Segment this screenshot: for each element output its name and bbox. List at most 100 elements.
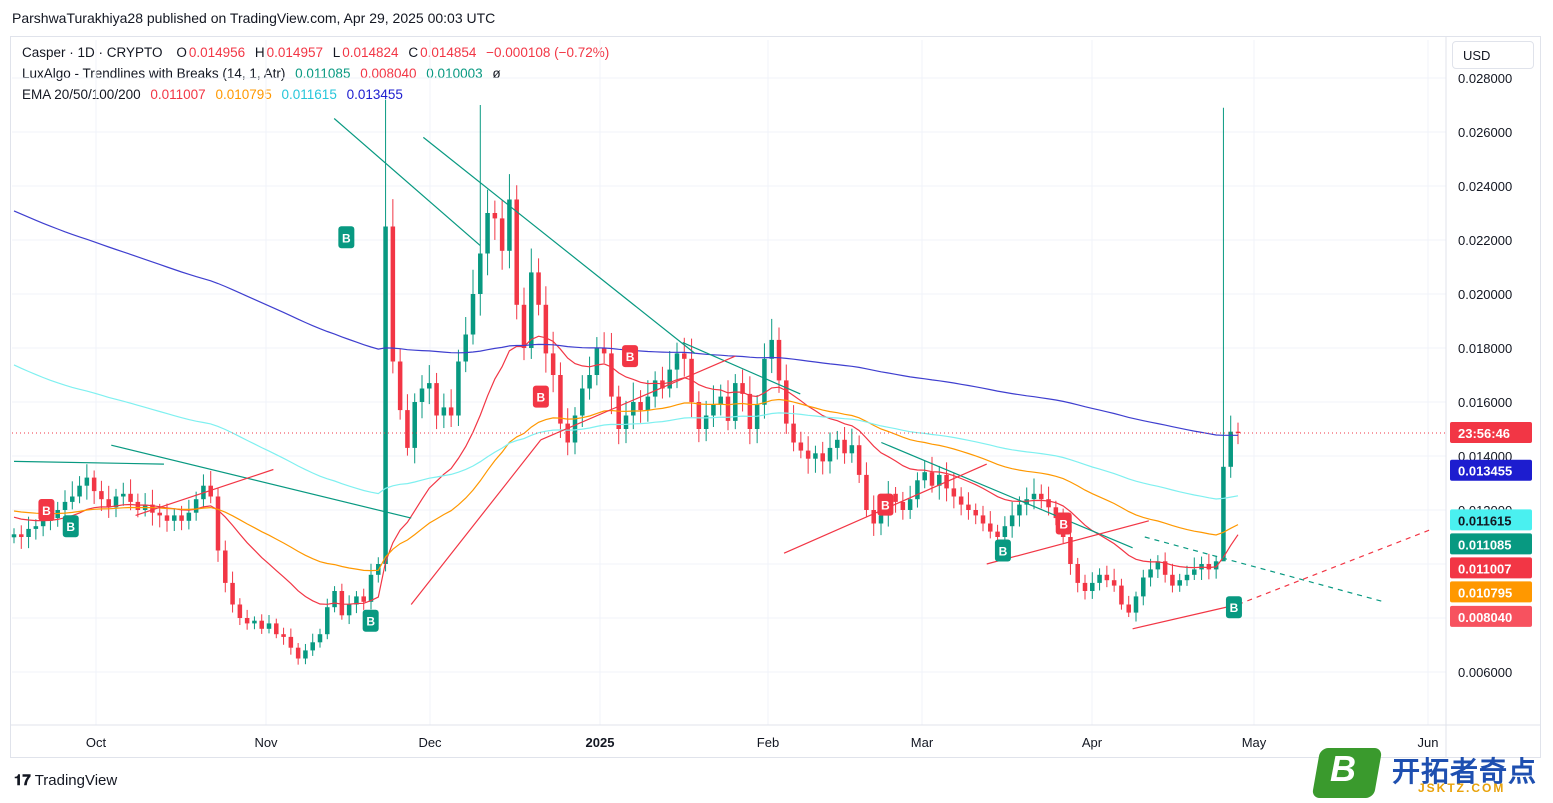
candle-body (157, 512, 162, 516)
tradingview-logo-icon: 𝟏𝟕 (14, 772, 31, 789)
candle-body (84, 477, 90, 486)
candle-body (1133, 596, 1139, 613)
watermark-url: JSKTZ.COM (1418, 781, 1506, 795)
break-marker-label: B (626, 350, 635, 364)
price-label-text: 0.011007 (1458, 561, 1512, 576)
candle-body (565, 423, 570, 443)
candle-body (412, 402, 417, 448)
open-value: 0.014956 (188, 45, 246, 60)
x-tick-label: Mar (911, 735, 934, 750)
candle-body (929, 472, 935, 486)
price-label-text: 0.011615 (1458, 513, 1512, 528)
candle-body (332, 591, 337, 608)
trendline (986, 520, 1149, 565)
candle-body (1148, 569, 1153, 578)
candle-body (580, 388, 585, 416)
candle-body (456, 361, 461, 416)
luxalgo-value-1: 0.011085 (295, 66, 351, 81)
watermark-text: 开拓者奇点 (1392, 755, 1538, 788)
symbol-name[interactable]: Casper · 1D · CRYPTO (22, 45, 163, 60)
candle-body (259, 620, 264, 629)
candle-body (711, 404, 716, 416)
high-value: 0.014957 (266, 45, 323, 60)
candle-body (856, 445, 862, 475)
ema20-line (13, 335, 1239, 605)
currency-button[interactable]: USD (1452, 41, 1534, 69)
break-marker-icon (1225, 596, 1242, 619)
candle-body (536, 272, 541, 305)
candle-body (995, 531, 1000, 537)
candle-body (33, 526, 39, 529)
price-label-badge (1450, 581, 1532, 603)
candle-body (237, 604, 243, 618)
price-label-text: 0.013455 (1458, 464, 1512, 479)
candle-body (1228, 431, 1233, 467)
candle-body (354, 596, 359, 605)
candle-body (1213, 561, 1219, 570)
candle-body (346, 604, 352, 616)
candle-body (609, 353, 614, 397)
candle-body (441, 407, 447, 416)
candle-body (864, 474, 869, 510)
candle-body (587, 375, 592, 389)
candle-body (419, 388, 425, 402)
candle-body (135, 501, 141, 510)
x-tick-label: Apr (1082, 735, 1103, 750)
candle-body (1031, 493, 1037, 500)
candle-body (951, 488, 957, 497)
candle-body (667, 369, 672, 389)
candle-body (91, 477, 97, 492)
candle-body (820, 453, 825, 462)
break-marker-label: B (537, 391, 546, 405)
candle-body (849, 445, 855, 454)
candle-body (762, 358, 767, 405)
candle-body (303, 650, 308, 659)
candle-body (594, 348, 600, 375)
trendline (540, 355, 736, 441)
x-tick-label: Dec (418, 735, 442, 750)
luxalgo-name[interactable]: LuxAlgo - Trendlines with Breaks (14, 1,… (22, 66, 286, 81)
candle-body (1097, 574, 1102, 583)
price-label-badge (1450, 557, 1532, 579)
candle-body (601, 348, 607, 354)
candle-body (274, 623, 279, 635)
candle-body (507, 199, 512, 251)
candle-body (310, 642, 315, 651)
candle-body (740, 383, 745, 394)
break-marker-label: B (1230, 601, 1239, 615)
candle-body (19, 534, 24, 537)
candle-body (973, 510, 978, 516)
candle-body (434, 383, 439, 416)
ema100-value: 0.011615 (281, 87, 337, 102)
candle-body (223, 550, 228, 583)
candle-body (631, 402, 636, 416)
x-tick-label: Nov (254, 735, 278, 750)
tradingview-footer[interactable]: 𝟏𝟕 TradingView (14, 772, 117, 789)
candle-body (900, 501, 906, 510)
candle-body (645, 396, 651, 411)
candle-body (1002, 526, 1008, 537)
candle-body (1082, 582, 1088, 591)
x-tick-label: Feb (757, 735, 779, 750)
ema-name[interactable]: EMA 20/50/100/200 (22, 87, 141, 102)
trendline (410, 439, 542, 605)
candle-body (405, 410, 410, 448)
chart-frame[interactable] (10, 36, 1541, 758)
candle-body (733, 383, 738, 421)
price-label-badge (1450, 605, 1532, 627)
candle-body (871, 510, 876, 524)
candle-body (1111, 580, 1117, 586)
candle-body (70, 496, 75, 502)
y-tick-label: 0.028000 (1458, 71, 1512, 86)
legend-luxalgo-line: LuxAlgo - Trendlines with Breaks (14, 1,… (22, 66, 503, 81)
candle-body (842, 439, 847, 454)
break-marker-icon (38, 499, 55, 521)
candle-body (1162, 561, 1168, 575)
price-label-badge (1450, 533, 1532, 555)
candle-body (1141, 577, 1146, 597)
candle-body (558, 375, 563, 424)
price-label-badge (1450, 509, 1532, 531)
break-marker-label: B (342, 231, 351, 245)
candle-body (798, 442, 804, 451)
